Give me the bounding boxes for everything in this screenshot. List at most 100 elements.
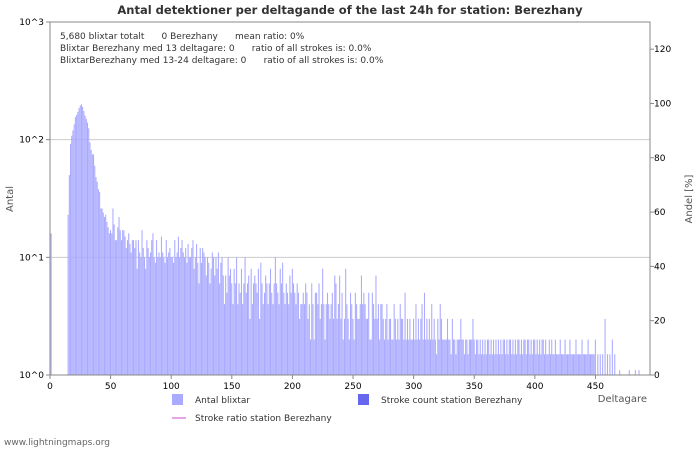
bar-268 [374, 318, 376, 375]
bar-336 [456, 339, 458, 375]
bar-155 [237, 304, 239, 375]
bar-404 [539, 339, 541, 375]
bar-458 [604, 318, 606, 375]
bar-214 [308, 304, 310, 375]
bar-205 [297, 292, 299, 375]
bar-194 [284, 304, 286, 375]
bar-192 [282, 262, 284, 375]
bar-236 [335, 283, 337, 375]
bar-308 [422, 339, 424, 375]
bar-433 [574, 354, 576, 375]
bar-313 [428, 318, 430, 375]
x-tick-label-450: 450 [587, 382, 604, 392]
bar-361 [486, 339, 489, 375]
bar-253 [356, 304, 358, 375]
legend-swatch-antal [172, 394, 183, 405]
bar-287 [397, 318, 399, 375]
footer-credit[interactable]: www.lightningmaps.org [4, 438, 110, 448]
bar-200 [291, 268, 293, 375]
bar-271 [377, 304, 379, 375]
bar-74 [139, 252, 141, 375]
bar-309 [423, 292, 425, 375]
bar-353 [477, 339, 479, 375]
y2-tick-label-40: 40 [654, 262, 666, 272]
bar-80 [146, 240, 148, 375]
bar-149 [230, 268, 232, 375]
bar-54 [114, 240, 116, 375]
bar-174 [260, 262, 262, 375]
bar-395 [528, 339, 530, 375]
bar-349 [472, 318, 474, 375]
bar-176 [262, 304, 264, 375]
bar-311 [426, 318, 428, 375]
bar-50 [110, 230, 112, 375]
bar-46 [105, 214, 107, 375]
bar-100 [170, 257, 172, 375]
bar-243 [343, 318, 345, 375]
bar-188 [277, 292, 279, 375]
bar-211 [305, 283, 307, 375]
x-tick-label-100: 100 [163, 382, 180, 392]
bar-233 [331, 292, 333, 375]
bar-223 [319, 318, 321, 375]
bar-266 [371, 292, 373, 375]
y-tick-label-0: 10^0 [19, 371, 44, 381]
bar-410 [546, 354, 548, 375]
y2-tick-label-0: 0 [654, 371, 660, 381]
bar-259 [363, 292, 365, 375]
bar-280 [388, 318, 390, 375]
bar-226 [323, 304, 325, 375]
bar-86 [153, 257, 155, 375]
bar-48 [107, 227, 109, 375]
bar-206 [299, 318, 301, 375]
bar-255 [358, 318, 360, 375]
y-tick-label-2: 10^2 [19, 136, 44, 146]
chart-title: Antal detektioner per deltagande of the … [117, 3, 583, 17]
bar-41 [99, 191, 101, 375]
y-tick-label-1: 10^1 [19, 253, 44, 263]
bar-72 [136, 268, 138, 375]
bar-88 [156, 240, 158, 375]
y2-tick-label-20: 20 [654, 317, 666, 327]
bar-411 [547, 354, 549, 375]
bar-77 [142, 248, 144, 375]
bar-346 [468, 339, 470, 375]
legend: Antal blixtar Stroke count station Berez… [172, 394, 523, 424]
bar-337 [457, 339, 459, 375]
bar-142 [221, 257, 223, 375]
bar-335 [455, 354, 457, 375]
bar-276 [383, 339, 385, 375]
info-line-totals: 5,680 blixtar totalt 0 Berezhany mean ra… [60, 32, 305, 42]
bar-110 [182, 252, 184, 375]
x-tick-label-350: 350 [466, 382, 483, 392]
bar-145 [225, 275, 227, 375]
bar-281 [390, 318, 392, 375]
bar-447 [591, 354, 593, 375]
bar-107 [179, 257, 181, 375]
x-tick-label-150: 150 [223, 382, 240, 392]
bar-358 [483, 354, 485, 375]
bar-212 [306, 292, 308, 375]
bar-288 [398, 339, 400, 375]
bar-350 [473, 339, 475, 375]
bar-256 [359, 304, 361, 375]
bar-131 [208, 262, 210, 375]
bar-219 [314, 292, 316, 375]
bar-215 [310, 339, 312, 375]
bar-357 [482, 339, 484, 375]
bar-289 [399, 304, 401, 375]
bar-483 [634, 370, 636, 375]
bar-366 [493, 339, 495, 375]
bar-61 [123, 230, 125, 375]
bar-129 [205, 275, 207, 375]
bar-386 [517, 339, 519, 375]
bar-106 [177, 236, 179, 375]
bar-364 [490, 339, 492, 375]
bar-113 [186, 262, 188, 375]
bar-376 [505, 354, 507, 375]
bar-388 [519, 354, 521, 375]
bar-400 [534, 339, 536, 375]
bar-207 [300, 304, 302, 375]
bar-372 [500, 339, 502, 375]
bar-138 [216, 268, 218, 375]
